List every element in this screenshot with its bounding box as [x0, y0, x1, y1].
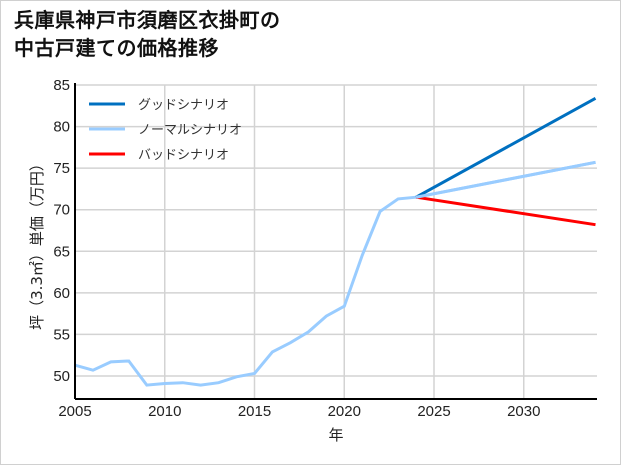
x-tick-label: 2010	[148, 403, 181, 420]
y-tick-label: 55	[53, 326, 70, 343]
x-tick-label: 2025	[417, 403, 450, 420]
y-tick-label: 60	[53, 285, 70, 302]
grid-lines	[75, 84, 597, 399]
x-tick-label: 2015	[238, 403, 271, 420]
series-line	[415, 96, 597, 199]
chart-title-line2: 中古戸建ての価格推移	[14, 36, 219, 60]
chart-title-line1: 兵庫県神戸市須磨区衣掛町の	[14, 8, 281, 32]
series-line	[415, 195, 596, 227]
x-axis-label: 年	[328, 426, 343, 444]
y-tick-label: 70	[53, 202, 70, 219]
y-axis-label: 坪（3.3㎡）単価（万円）	[28, 156, 46, 330]
y-tick-label: 80	[53, 119, 70, 136]
y-tick-label: 75	[53, 160, 70, 177]
y-tick-label: 50	[53, 368, 70, 385]
x-tick-label: 2020	[328, 403, 361, 420]
tick-labels: 2005 2010 2015 2020 2025 2030 50 55 60 65 70 75 80 85	[53, 77, 540, 420]
legend-label: グッドシナリオ	[138, 98, 229, 113]
legend-label: ノーマルシナリオ	[138, 123, 242, 138]
x-tick-label: 2030	[507, 403, 540, 420]
axes	[74, 83, 597, 400]
y-tick-label: 65	[53, 243, 70, 260]
chart-title: 兵庫県神戸市須磨区衣掛町の 中古戸建ての価格推移	[14, 6, 281, 62]
y-tick-label: 85	[53, 77, 70, 94]
series-line-normal-forecast	[415, 160, 596, 199]
x-tick-label: 2005	[58, 403, 91, 420]
series-line	[74, 160, 596, 387]
series-lines	[74, 96, 597, 387]
legend-label: バッドシナリオ	[138, 148, 229, 163]
